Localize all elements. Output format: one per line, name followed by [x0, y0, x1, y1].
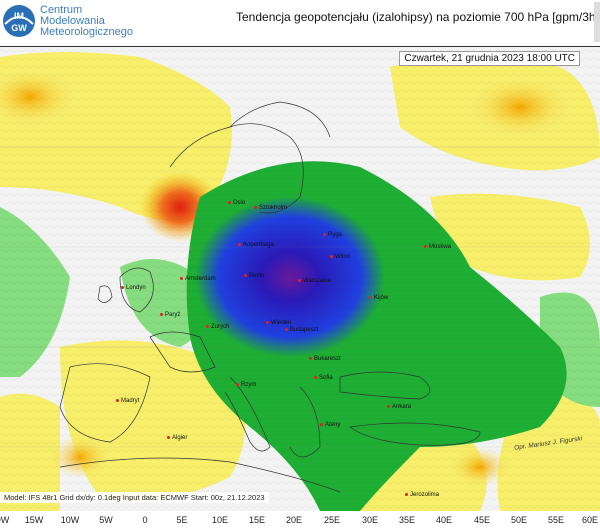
logo-text-bottom: GW [11, 23, 27, 33]
lon-label: 20E [285, 515, 303, 525]
lon-label: 60E [581, 515, 599, 525]
org-line-3: Meteorologicznego [40, 26, 133, 38]
city-oslo: Oslo [228, 200, 245, 206]
city-bukareszt: Bukareszt [309, 356, 341, 362]
city-warszawa: Warszawa [298, 278, 331, 284]
city-zurych: Zurych [206, 324, 229, 330]
city-sztokholm: Sztokholm [254, 205, 287, 211]
city-wilno: Wilno [330, 254, 350, 260]
lon-label: 10W [60, 515, 80, 525]
graticule [0, 146, 600, 448]
city-moskwa: Moskwa [424, 244, 451, 250]
coastlines [59, 101, 481, 493]
logo-text-top: IM [14, 11, 24, 21]
city-wieden: Wiedeń [266, 320, 291, 326]
city-berlin: Berlin [244, 273, 264, 279]
city-ryga: Ryga [323, 232, 342, 238]
city-londyn: Londyn [121, 285, 146, 291]
tendency-map: Oslo Sztokholm Ryga Kopenhaga Wilno Mosk… [0, 46, 600, 512]
header: IM GW Centrum Modelowania Meteorologiczn… [0, 0, 600, 46]
lon-label: 15E [248, 515, 266, 525]
map-title: Tendencja geopotencjału (izalohipsy) na … [236, 10, 599, 24]
lon-label: 50E [510, 515, 528, 525]
lon-label: 40E [435, 515, 453, 525]
lon-label: 20W [0, 515, 10, 525]
city-budapeszt: Budapeszt [285, 327, 318, 333]
lon-label: 55E [547, 515, 565, 525]
city-jerozolima: Jerozolima [405, 492, 439, 498]
city-rzym: Rzym [236, 382, 256, 388]
org-name: Centrum Modelowania Meteorologicznego [40, 5, 133, 38]
org-line-1: Centrum [40, 4, 83, 16]
lon-label: 5W [99, 515, 113, 525]
lon-label: 25E [323, 515, 341, 525]
city-paryz: Paryż [160, 312, 180, 318]
lon-label: 10E [211, 515, 229, 525]
valid-time: Czwartek, 21 grudnia 2023 18:00 UTC [399, 51, 580, 66]
city-algier: Algier [167, 435, 187, 441]
lon-label: 0 [142, 515, 148, 525]
city-ankara: Ankara [387, 404, 411, 410]
lon-label: 35E [398, 515, 416, 525]
city-ateny: Ateny [320, 422, 340, 428]
org-line-2: Modelowania [40, 15, 105, 27]
imgw-logo: IM GW [3, 5, 35, 37]
lon-label: 30E [361, 515, 379, 525]
side-strip [594, 2, 600, 42]
city-amsterdam: Amsterdam [180, 276, 216, 282]
city-madryt: Madryt [116, 398, 139, 404]
city-kopenhaga: Kopenhaga [238, 242, 274, 248]
map-canvas [0, 47, 600, 511]
lon-label: 15W [24, 515, 44, 525]
longitude-axis: 20W 15W 10W 5W 0 5E 10E 15E 20E 25E 30E … [0, 511, 600, 532]
city-kijow: Kijów [369, 295, 388, 301]
lon-label: 45E [473, 515, 491, 525]
lon-label: 5E [176, 515, 188, 525]
city-sofia: Sofia [314, 375, 333, 381]
model-info: Model: IFS 48r1 Grid dx/dy: 0.1deg Input… [0, 492, 269, 503]
